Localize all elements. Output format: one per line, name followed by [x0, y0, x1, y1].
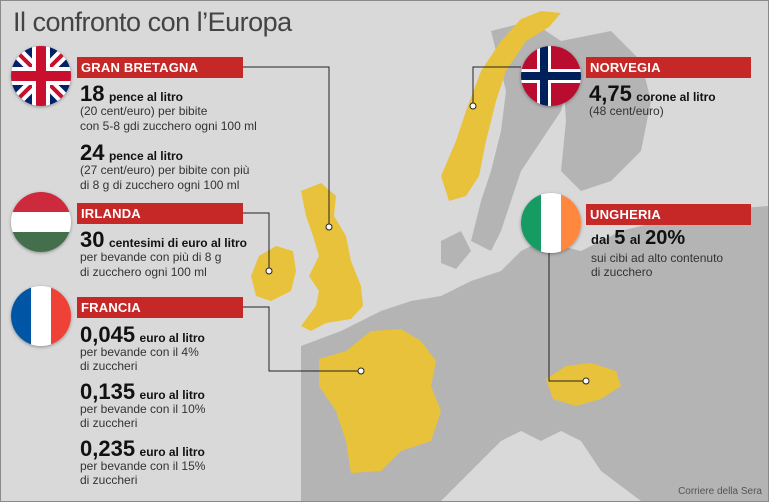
hu-marker: [582, 377, 590, 385]
no-label: NORVEGIA: [586, 57, 751, 78]
fr-rate-1: 0,045 euro al litro: [80, 322, 205, 348]
ie-rate-value: 30: [80, 227, 105, 252]
fr-rate-1-note1: per bevande con il 4%: [80, 345, 199, 359]
fr-rate-1-note2: di zuccheri: [80, 359, 138, 373]
fr-rate-3-value: 0,235: [80, 436, 136, 461]
no-rate: 4,75 corone al litro: [589, 81, 716, 107]
france-flag-icon: [11, 286, 71, 346]
gb-rate1-note1: (20 cent/euro) per bibite: [80, 104, 208, 118]
fr-leader-line: [241, 306, 361, 372]
norway-flag-icon: [521, 46, 581, 106]
gb-rate1: 18 pence al litro: [80, 81, 183, 107]
gb-rate1-note2: con 5-8 gdi zucchero ogni 100 ml: [80, 119, 257, 133]
gb-rate2: 24 pence al litro: [80, 140, 183, 166]
ie-note2: di zucchero ogni 100 ml: [80, 265, 207, 279]
gb-rate1-value: 18: [80, 81, 105, 106]
ie-label: IRLANDA: [77, 203, 243, 224]
hu-rate: dal 5 al 20%: [591, 227, 685, 250]
fr-rate-2-value: 0,135: [80, 379, 136, 404]
fr-rate-2: 0,135 euro al litro: [80, 379, 205, 405]
gb-rate1-unit: pence al litro: [108, 90, 183, 104]
gb-rate2-value: 24: [80, 140, 105, 165]
no-marker: [469, 102, 477, 110]
hu-note1: sui cibi ad alto contenuto: [591, 251, 724, 265]
hu-rate-mid: al: [629, 232, 641, 247]
fr-rate-3-unit: euro al litro: [139, 445, 205, 459]
no-note1: (48 cent/euro): [589, 104, 664, 118]
page-title: Il confronto con l’Europa: [13, 7, 292, 37]
fr-rate-2-note1: per bevande con il 10%: [80, 402, 206, 416]
no-rate-value: 4,75: [589, 81, 632, 106]
norway-shape: [441, 11, 561, 201]
gb-label: GRAN BRETAGNA: [77, 57, 243, 78]
gb-rate2-unit: pence al litro: [108, 149, 183, 163]
fr-rate-3: 0,235 euro al litro: [80, 436, 205, 462]
fr-rate-3-note2: di zuccheri: [80, 473, 138, 487]
gb-rate2-note2: di 8 g di zucchero ogni 100 ml: [80, 178, 240, 192]
no-rate-unit: corone al litro: [636, 90, 716, 104]
fr-marker: [357, 367, 365, 375]
ie-rate: 30 centesimi di euro al litro: [80, 227, 247, 253]
hu-rate-v1: 5: [614, 227, 626, 249]
uk-flag-icon: [11, 46, 71, 106]
hu-rate-v2: 20%: [645, 227, 686, 249]
gb-marker: [325, 223, 333, 231]
hu-note2: di zucchero: [591, 265, 653, 279]
great-britain-shape: [301, 183, 363, 331]
hu-label: UNGHERIA: [586, 204, 751, 225]
fr-rate-2-note2: di zuccheri: [80, 416, 138, 430]
hu-leader-line: [548, 236, 586, 382]
ireland-flag-icon: [521, 193, 581, 253]
credit: Corriere della Sera: [678, 486, 762, 497]
denmark: [441, 231, 471, 269]
ie-marker: [265, 267, 273, 275]
no-leader-line: [472, 66, 521, 106]
fr-label: FRANCIA: [77, 297, 243, 318]
hu-rate-pre: dal: [591, 232, 610, 247]
ie-note1: per bevande con più di 8 g: [80, 250, 222, 264]
fr-rate-2-unit: euro al litro: [139, 388, 205, 402]
ie-rate-unit: centesimi di euro al litro: [108, 236, 247, 250]
hungary-flag-icon: [11, 192, 71, 252]
gb-rate2-note1: (27 cent/euro) per bibite con più: [80, 163, 250, 177]
ireland-shape: [251, 246, 296, 301]
gb-leader-line: [241, 66, 330, 227]
fr-rate-1-unit: euro al litro: [139, 331, 205, 345]
fr-rate-1-value: 0,045: [80, 322, 136, 347]
fr-rate-3-note1: per bevande con il 15%: [80, 459, 206, 473]
hungary-shape: [546, 363, 621, 406]
france-shape: [319, 329, 441, 473]
ie-leader-line: [241, 212, 270, 271]
